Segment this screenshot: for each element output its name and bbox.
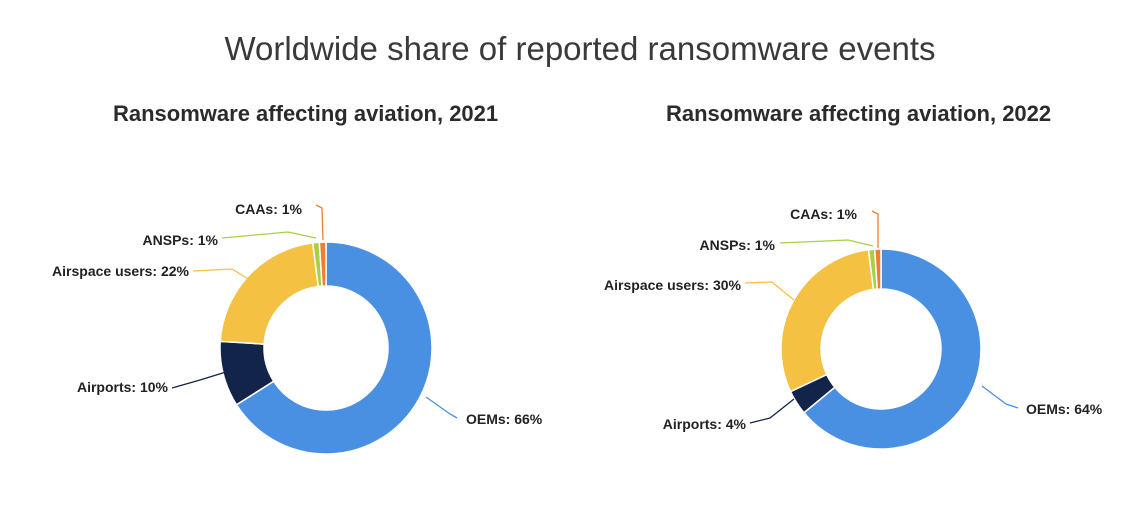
leader-line-airports-2022 (749, 398, 795, 424)
leader-line-oems-2022 (981, 385, 1019, 409)
leader-line-airspace-users-2022 (744, 281, 795, 301)
page-title: Worldwide share of reported ransomware e… (224, 30, 936, 67)
slice-oems-2021 (235, 241, 433, 455)
slice-label-airspace-users-2021: Airspace users: 22% (52, 263, 190, 279)
slice-caas-2021 (318, 241, 327, 287)
leader-line-caas-2022 (871, 210, 879, 248)
leader-line-ansps-2021 (221, 231, 317, 239)
slice-label-oems-2021: OEMs: 66% (466, 411, 543, 427)
slice-caas-2022 (873, 248, 882, 290)
slice-airspace-users-2021 (219, 241, 320, 345)
chart-title-2022: Ransomware affecting aviation, 2022 (666, 101, 1052, 126)
leader-line-airports-2021 (171, 371, 227, 389)
slice-label-caas-2021: CAAs: 1% (235, 201, 302, 217)
slice-oems-2022 (802, 248, 982, 450)
donut-chart-2022: OEMs: 64% Airports: 4% Airspace users: 30%… (604, 206, 1103, 450)
leader-line-ansps-2022 (779, 239, 874, 247)
slice-airspace-users-2022 (780, 248, 875, 393)
slice-label-airports-2022: Airports: 4% (663, 416, 747, 432)
slice-label-ansps-2022: ANSPs: 1% (700, 237, 776, 253)
leader-line-caas-2021 (315, 204, 324, 241)
leader-line-oems-2021 (425, 396, 458, 419)
donut-chart-2021: OEMs: 66% Airports: 10% Airspace users: 22… (52, 201, 543, 455)
slice-label-airspace-users-2022: Airspace users: 30% (604, 277, 742, 293)
leader-line-airspace-users-2021 (192, 268, 251, 281)
slice-label-caas-2022: CAAs: 1% (790, 206, 857, 222)
slice-label-ansps-2021: ANSPs: 1% (143, 232, 219, 248)
slice-label-airports-2021: Airports: 10% (77, 379, 169, 395)
slice-label-oems-2022: OEMs: 64% (1026, 401, 1103, 417)
chart-title-2021: Ransomware affecting aviation, 2021 (113, 101, 499, 126)
